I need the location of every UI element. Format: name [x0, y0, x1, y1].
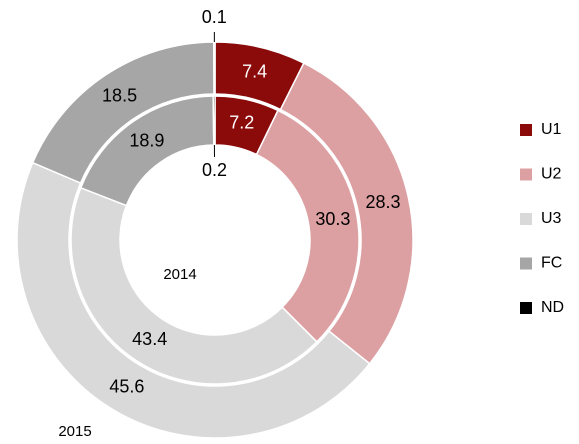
legend-label: U2 [541, 166, 562, 183]
series-label: 2015 [58, 423, 91, 439]
data-label: 0.2 [202, 160, 227, 180]
donut-segment [213, 96, 215, 145]
legend-swatch [520, 213, 532, 225]
legend-swatch [520, 258, 532, 270]
donut-segment [214, 42, 215, 94]
series-label: 2014 [163, 266, 196, 283]
legend-label: U3 [541, 210, 562, 227]
legend-label: U1 [541, 121, 562, 138]
legend-swatch [520, 169, 532, 181]
data-label: 7.4 [242, 61, 267, 81]
data-label: 30.3 [315, 209, 350, 229]
data-label: 28.3 [366, 192, 401, 212]
data-label: 45.6 [109, 376, 144, 396]
data-label: 43.4 [132, 329, 167, 349]
data-label: 18.5 [102, 86, 137, 106]
data-label: 7.2 [229, 112, 254, 132]
legend-swatch [520, 124, 532, 136]
legend-label: ND [541, 299, 564, 316]
legend-label: FC [541, 255, 562, 272]
data-label: 0.1 [202, 7, 227, 27]
data-label: 18.9 [129, 131, 164, 151]
legend-swatch [520, 302, 532, 314]
